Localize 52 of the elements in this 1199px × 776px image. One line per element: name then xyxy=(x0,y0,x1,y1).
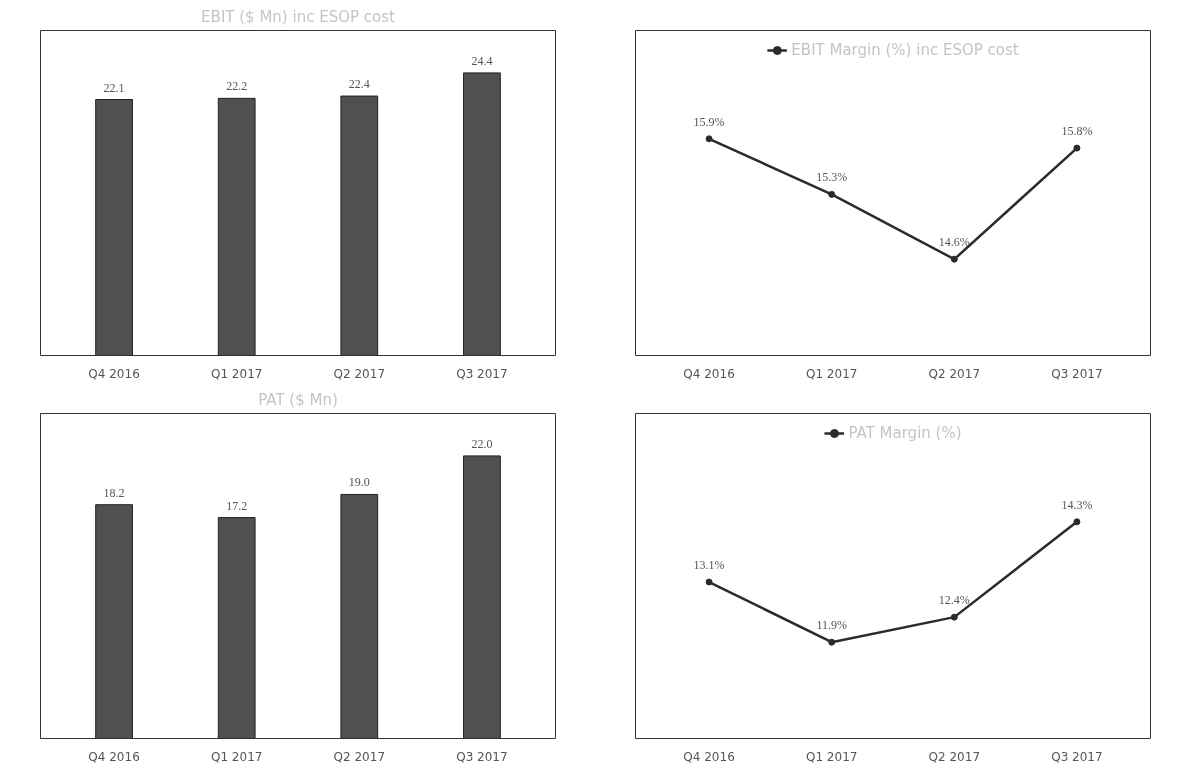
data-label: 15.3% xyxy=(816,170,848,185)
bar xyxy=(95,504,133,739)
bar xyxy=(340,95,379,356)
x-tick-label: Q3 2017 xyxy=(1051,366,1103,381)
data-label: 14.6% xyxy=(938,235,970,250)
point xyxy=(705,135,713,143)
bar xyxy=(217,517,256,739)
point xyxy=(1073,144,1081,152)
x-tick-label: Q2 2017 xyxy=(928,366,981,381)
chart-title: PAT ($ Mn) xyxy=(258,390,338,409)
x-tick-label: Q4 2016 xyxy=(683,749,735,764)
data-label: 22.1 xyxy=(103,80,125,95)
x-tick-label: Q4 2016 xyxy=(88,366,140,381)
x-tick-label: Q1 2017 xyxy=(210,749,263,764)
legend-label: EBIT Margin (%) inc ESOP cost xyxy=(791,41,1019,59)
bar xyxy=(463,455,501,739)
point xyxy=(950,255,958,263)
bar xyxy=(340,493,379,739)
data-label: 14.3% xyxy=(1061,497,1093,512)
chart-title: EBIT ($ Mn) inc ESOP cost xyxy=(201,7,396,26)
data-label: 19.0 xyxy=(348,475,370,490)
x-tick-label: Q2 2017 xyxy=(928,749,981,764)
data-label: 18.2 xyxy=(103,485,125,500)
x-tick-label: Q4 2016 xyxy=(683,366,735,381)
x-tick-label: Q4 2016 xyxy=(88,749,140,764)
data-label: 22.2 xyxy=(226,79,248,94)
bar xyxy=(95,99,133,356)
x-tick-label: Q2 2017 xyxy=(333,366,386,381)
x-tick-label: Q2 2017 xyxy=(333,749,386,764)
x-tick-label: Q3 2017 xyxy=(456,366,508,381)
data-label: 24.4 xyxy=(471,53,493,68)
point xyxy=(828,638,836,646)
data-label: 17.2 xyxy=(226,498,248,513)
data-label: 12.4% xyxy=(938,593,970,608)
x-tick-label: Q3 2017 xyxy=(456,749,508,764)
point xyxy=(828,190,836,198)
x-tick-label: Q3 2017 xyxy=(1051,749,1103,764)
data-label: 22.0 xyxy=(471,436,493,451)
bar xyxy=(217,97,256,356)
data-label: 15.8% xyxy=(1061,124,1093,139)
data-label: 15.9% xyxy=(693,114,725,129)
data-label: 13.1% xyxy=(693,558,725,573)
x-tick-label: Q1 2017 xyxy=(210,366,263,381)
bar xyxy=(463,72,501,356)
point xyxy=(950,613,958,621)
data-label: 11.9% xyxy=(816,618,847,633)
x-tick-label: Q1 2017 xyxy=(805,366,858,381)
point xyxy=(1073,518,1081,526)
legend-label: PAT Margin (%) xyxy=(848,424,962,442)
point xyxy=(705,578,713,586)
x-tick-label: Q1 2017 xyxy=(805,749,858,764)
data-label: 22.4 xyxy=(348,77,370,92)
